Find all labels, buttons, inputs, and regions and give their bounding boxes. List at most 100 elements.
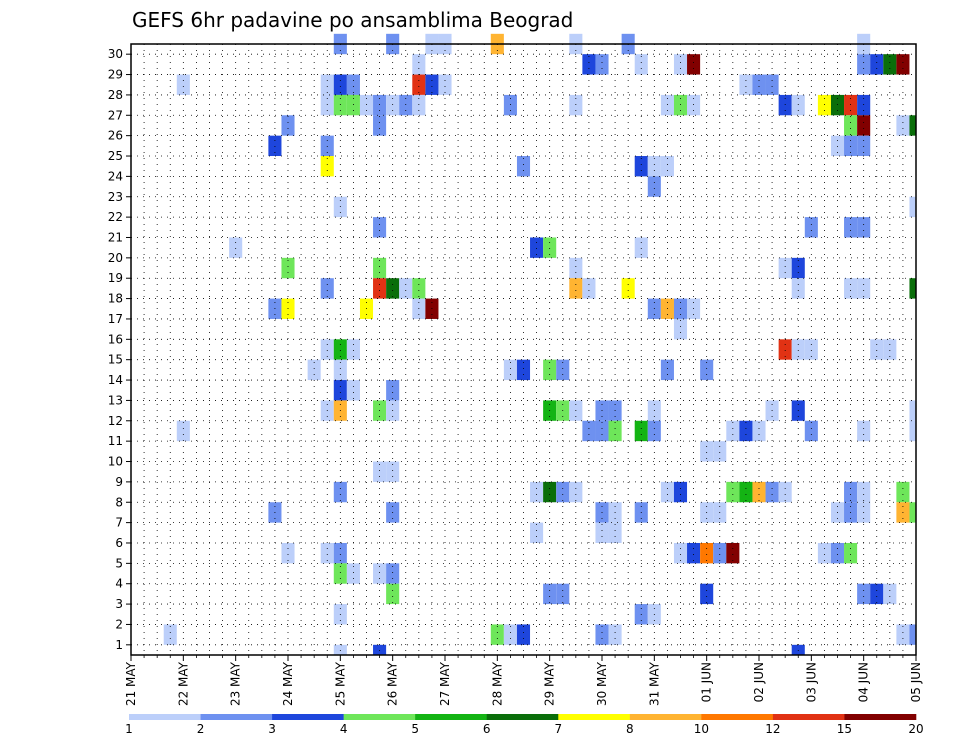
heatmap-cell bbox=[229, 237, 243, 258]
heatmap-cell bbox=[687, 542, 701, 564]
grid-lines bbox=[130, 44, 917, 655]
colorbar-swatch bbox=[844, 714, 917, 720]
heatmap-cell bbox=[333, 542, 347, 564]
heatmap-cell bbox=[530, 522, 544, 543]
heatmap-cell bbox=[281, 257, 295, 279]
colorbar-swatch bbox=[200, 714, 273, 720]
heatmap-cell bbox=[896, 624, 910, 645]
heatmap-cell bbox=[595, 522, 609, 543]
heatmap-cell bbox=[687, 94, 701, 116]
heatmap-cell bbox=[791, 278, 805, 299]
heatmap-cell bbox=[373, 278, 387, 299]
heatmap-cell bbox=[634, 420, 648, 442]
heatmap-cell bbox=[176, 74, 190, 95]
colorbar-label: 4 bbox=[340, 722, 348, 736]
heatmap-cell bbox=[163, 624, 177, 645]
heatmap-cell bbox=[412, 54, 426, 75]
heatmap-cell bbox=[569, 94, 583, 116]
heatmap-cell bbox=[333, 94, 347, 116]
y-tick-label: 1 bbox=[115, 638, 123, 652]
heatmap-cell bbox=[582, 54, 596, 75]
heatmap-cell bbox=[386, 380, 400, 401]
heatmap-cell bbox=[320, 278, 334, 299]
heatmap-cell bbox=[595, 54, 609, 75]
heatmap-cell bbox=[726, 542, 740, 564]
heatmap-cell bbox=[791, 257, 805, 279]
heatmap-cell bbox=[791, 94, 805, 116]
heatmap-cell bbox=[386, 583, 400, 605]
heatmap-cell bbox=[909, 278, 916, 299]
colorbar-swatch bbox=[629, 714, 702, 720]
heatmap-cell bbox=[752, 420, 766, 442]
heatmap-cell bbox=[857, 217, 871, 238]
heatmap-cell bbox=[608, 624, 622, 645]
heatmap-cell bbox=[176, 420, 190, 442]
heatmap-cell bbox=[857, 420, 871, 442]
y-tick-label: 24 bbox=[108, 169, 123, 183]
heatmap-cell bbox=[647, 156, 661, 177]
heatmap-cell bbox=[804, 217, 818, 238]
x-tick-label: 24 MAY bbox=[281, 661, 295, 706]
y-tick-label: 3 bbox=[115, 597, 123, 611]
heatmap-cell bbox=[621, 278, 635, 299]
heatmap-cell bbox=[556, 583, 570, 605]
heatmap-cell bbox=[857, 115, 871, 136]
heatmap-cell bbox=[844, 278, 858, 299]
heatmap-cell bbox=[673, 542, 688, 564]
heatmap-cell bbox=[386, 563, 400, 584]
heatmap-cell bbox=[687, 54, 701, 75]
heatmap-cell bbox=[490, 624, 504, 645]
colorbar-label: 1 bbox=[125, 722, 133, 736]
heatmap-cell bbox=[634, 156, 648, 177]
colorbar-legend: 1 2 3 4 5 6 7 8 10 12 15 20 bbox=[125, 714, 924, 736]
heatmap-cell bbox=[503, 94, 517, 116]
heatmap-cell bbox=[857, 481, 871, 503]
y-tick-label: 7 bbox=[115, 516, 123, 530]
y-tick-label: 25 bbox=[108, 149, 123, 163]
heatmap-cell bbox=[713, 441, 727, 462]
heatmap-cell bbox=[844, 115, 858, 136]
colorbar-label: 10 bbox=[694, 722, 709, 736]
heatmap-cell bbox=[569, 257, 583, 279]
heatmap-cell bbox=[386, 94, 400, 116]
heatmap-cell bbox=[412, 278, 426, 299]
heatmap-cell bbox=[412, 94, 426, 116]
colorbar-label: 5 bbox=[411, 722, 419, 736]
heatmap-cell bbox=[739, 420, 753, 442]
heatmap-cell bbox=[817, 94, 831, 116]
x-tick-label: 25 MAY bbox=[333, 661, 347, 706]
heatmap-cell bbox=[582, 278, 596, 299]
y-tick-label: 23 bbox=[108, 190, 123, 204]
heatmap-cell bbox=[844, 94, 858, 116]
heatmap-cell bbox=[778, 94, 792, 116]
x-tick-label: 26 MAY bbox=[386, 661, 400, 706]
heatmap-cell bbox=[582, 420, 596, 442]
heatmap-cell bbox=[281, 115, 295, 136]
colorbar-swatch bbox=[343, 714, 416, 720]
heatmap-cell bbox=[909, 196, 916, 218]
y-tick-label: 15 bbox=[108, 353, 123, 367]
heatmap-cell bbox=[752, 481, 766, 503]
heatmap-cell bbox=[883, 54, 897, 75]
heatmap-cell bbox=[660, 94, 674, 116]
heatmap-cell bbox=[765, 74, 779, 95]
heatmap-cell bbox=[700, 441, 714, 462]
heatmap-cell bbox=[320, 94, 334, 116]
heatmap-cell bbox=[896, 481, 910, 503]
heatmap-cell bbox=[373, 461, 387, 482]
heatmap-cell bbox=[857, 135, 871, 157]
heatmap-cells bbox=[163, 33, 916, 655]
x-axis: 21 MAY 22 MAY 23 MAY 24 MAY 25 MAY 26 MAY 27 M… bbox=[124, 655, 923, 706]
heatmap-cell bbox=[830, 135, 845, 157]
heatmap-cell bbox=[281, 542, 295, 564]
heatmap-cell bbox=[778, 481, 792, 503]
heatmap-cell bbox=[909, 115, 916, 136]
colorbar-swatch bbox=[558, 714, 631, 720]
x-tick-label: 05 JUN bbox=[909, 662, 923, 702]
y-tick-label: 27 bbox=[108, 108, 123, 122]
heatmap-cell bbox=[673, 318, 688, 340]
heatmap-cell bbox=[386, 461, 400, 482]
x-tick-label: 31 MAY bbox=[647, 661, 661, 706]
y-tick-label: 18 bbox=[108, 292, 123, 306]
colorbar-label: 8 bbox=[626, 722, 634, 736]
